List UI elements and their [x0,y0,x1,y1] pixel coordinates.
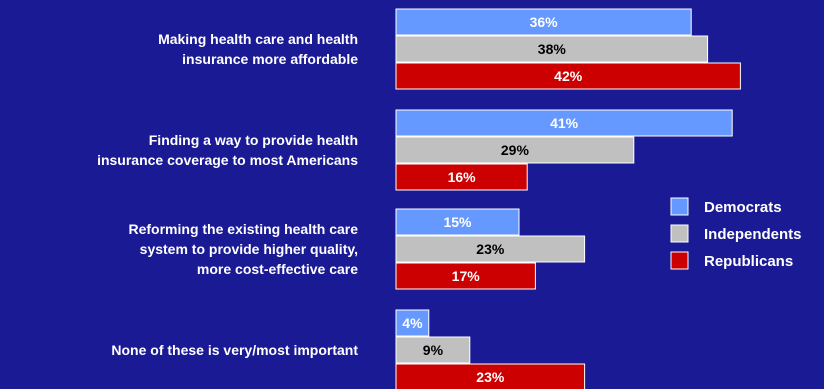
legend-label-independents: Independents [704,226,802,243]
category-label-line: None of these is very/most important [111,342,358,358]
bar-value-label: 36% [530,14,559,30]
legend-swatch-democrats [670,197,689,216]
bar-democrats [395,109,733,137]
category-label-line: Finding a way to provide health [149,132,358,148]
category-label: Reforming the existing health care system… [129,221,359,277]
bar-value-label: 38% [538,41,567,57]
legend: Democrats Independents Republicans [670,197,802,270]
bar-republicans [395,363,586,389]
category-label: None of these is very/most important [111,342,358,358]
bar-democrats [395,208,520,236]
bar-value-label: 23% [476,241,505,257]
legend-label-democrats: Democrats [704,199,782,216]
bar-democrats [395,309,430,337]
legend-label-republicans: Republicans [704,253,793,270]
category-label-line: more cost-effective care [197,261,358,277]
legend-swatch-independents [670,224,689,243]
bar-value-label: 9% [423,342,444,358]
bar-value-label: 42% [554,68,583,84]
bar-independents [395,136,635,164]
category-labels: Making health care and health insurance m… [97,31,358,358]
bar-value-label: 41% [550,115,579,131]
category-label-line: Making health care and health [158,31,358,47]
category-label-line: insurance coverage to most Americans [97,152,358,168]
bar-independents [395,235,586,263]
bar-independents [395,35,709,63]
category-label-line: insurance more affordable [182,51,358,67]
bar-republicans [395,262,536,290]
category-label-line: Reforming the existing health care [129,221,359,237]
bar-value-label: 16% [448,169,477,185]
bar-value-label: 15% [443,214,472,230]
bar-independents [395,336,471,364]
bar-republicans [395,62,741,90]
bar-democrats [395,8,692,36]
category-label: Finding a way to provide health insurance… [97,132,358,168]
category-label: Making health care and health insurance m… [158,31,358,67]
bar-value-label: 23% [476,369,505,385]
bars: 36%38%42%41%29%16%15%23%17%4%9%23% [395,8,741,389]
bar-republicans [395,163,528,191]
bar-value-label: 4% [402,315,423,331]
bar-value-label: 29% [501,142,530,158]
category-label-line: system to provide higher quality, [140,241,358,257]
bar-value-label: 17% [452,268,481,284]
legend-swatch-republicans [670,251,689,270]
